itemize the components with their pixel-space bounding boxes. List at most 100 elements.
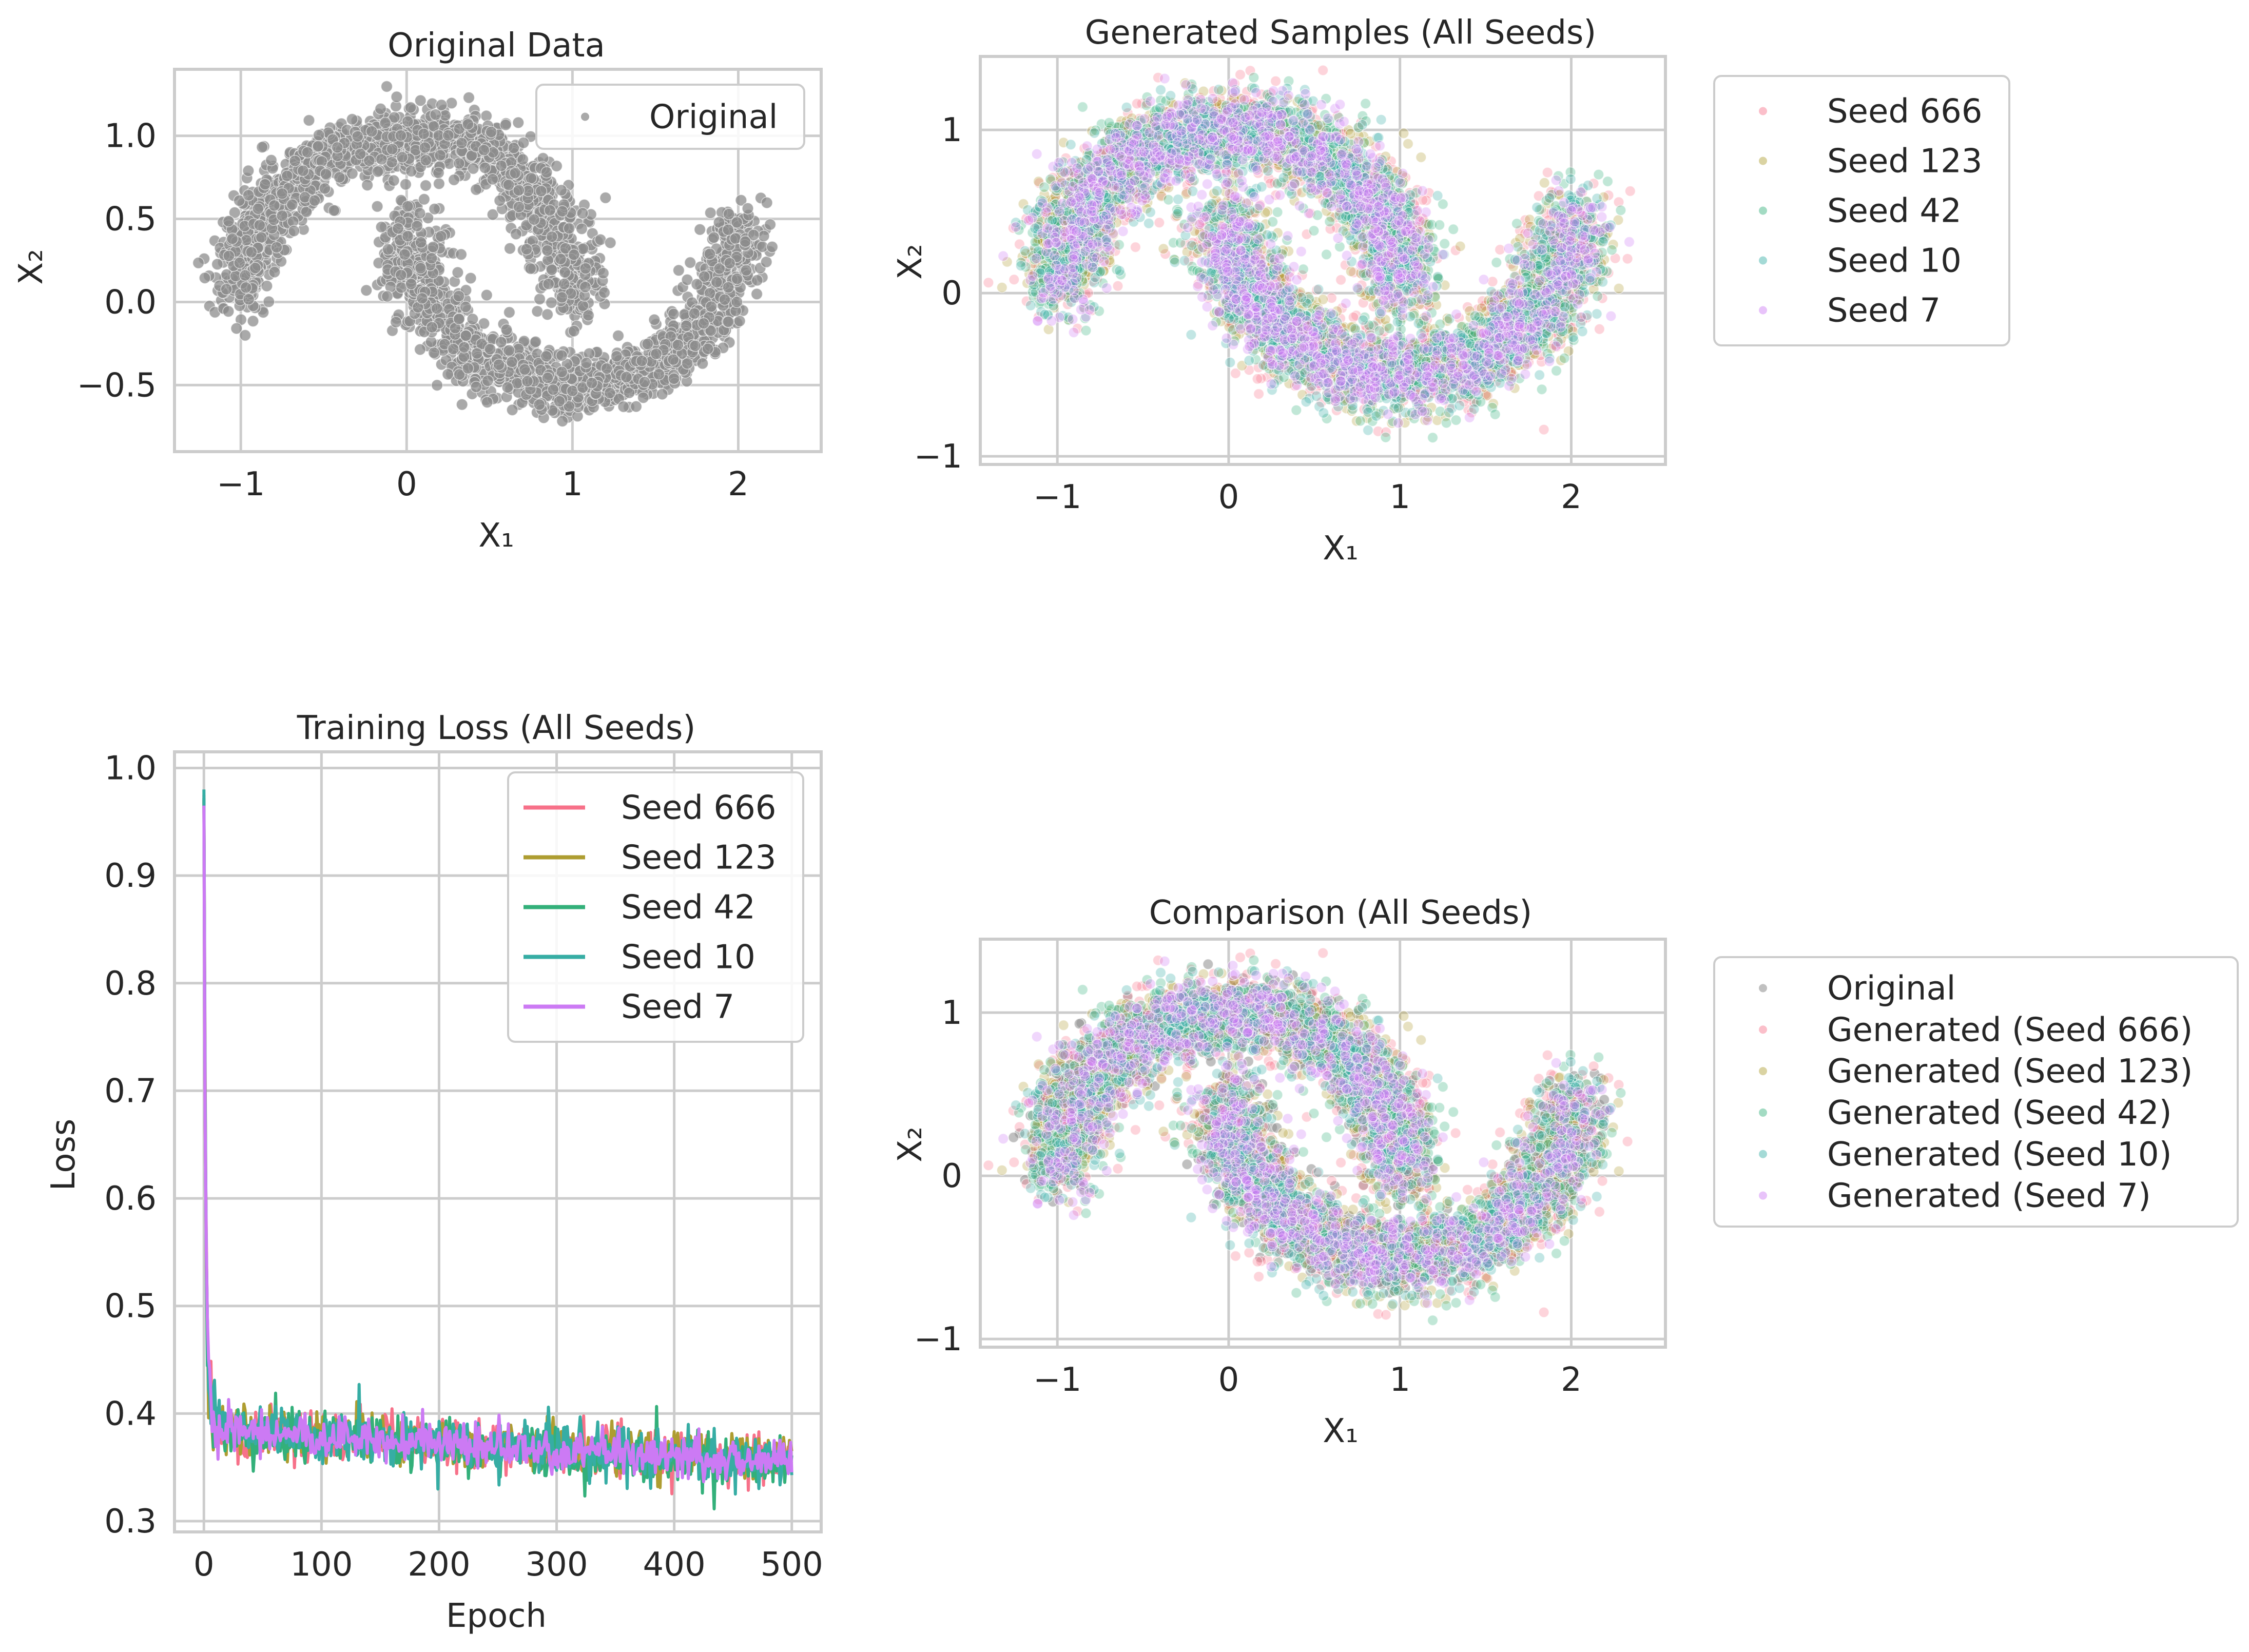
data-point [480,289,493,301]
data-point [470,183,482,196]
data-point [525,262,537,275]
data-point [308,194,321,207]
data-point [730,216,743,229]
data-point [667,307,680,320]
data-point [554,253,567,265]
data-point [710,276,723,288]
data-point [577,299,589,312]
data-point [501,381,514,394]
data-point [303,114,315,127]
data-point [461,362,474,375]
data-point [361,179,374,191]
data-point [354,148,366,160]
data-point [416,292,429,305]
data-point [256,141,268,153]
data-point [563,222,575,235]
data-point [456,398,468,411]
data-point [431,379,443,392]
data-point [650,347,663,360]
data-point [453,368,466,381]
data-point [555,365,568,378]
data-point [301,146,314,159]
data-point [693,223,706,236]
data-point [428,203,441,215]
data-point [586,377,598,389]
data-point [503,242,516,255]
data-point [401,200,414,212]
data-point [723,208,735,220]
data-point [192,257,205,269]
data-point [713,262,726,275]
data-point [506,356,518,368]
data-point [419,179,432,192]
data-point [499,119,512,131]
data-point [1594,323,1605,335]
data-point [249,262,262,274]
data-point [419,154,432,166]
data-point [390,316,402,328]
data-point [520,243,533,256]
data-point [462,91,475,104]
data-point [722,316,734,328]
data-point [242,165,255,177]
data-point [268,199,281,212]
data-point [680,320,692,332]
y-tick-label: 0.5 [104,201,157,239]
data-point [672,339,684,351]
data-point [740,264,752,277]
data-point [529,336,542,348]
data-point [485,126,497,138]
data-point [698,270,711,283]
data-point [480,110,493,122]
y-tick-label: 0.0 [104,283,157,321]
data-point [533,293,546,305]
y-tick-label: −0.5 [77,366,157,404]
data-point [758,230,770,242]
data-point [688,307,701,320]
data-point [1009,274,1020,285]
data-point [512,116,525,129]
data-point [381,290,394,303]
data-point [427,241,439,253]
data-point [391,90,403,103]
data-point [764,218,777,231]
panel-generated: Generated Samples (All Seeds) −1 0 1 2−101 … [891,14,2010,568]
data-point [401,115,414,128]
data-point [502,344,515,357]
data-point [546,263,558,276]
data-point [382,243,394,256]
data-point [320,168,332,180]
data-point [599,191,612,204]
data-point [1613,283,1624,294]
x-tick-label: −1 [217,465,265,503]
data-point [597,267,610,280]
data-point [761,197,773,209]
data-point [576,207,589,220]
data-point [401,230,414,243]
data-point [579,262,592,275]
data-point [556,415,569,427]
data-point [735,194,747,206]
data-point [453,290,465,302]
data-point [766,241,779,253]
data-point [983,277,994,288]
data-point [380,80,393,93]
y-tick-label: 0 [941,275,962,313]
x-tick-label: 2 [728,465,749,503]
data-point [399,178,412,190]
data-point [255,231,268,244]
data-point [425,321,438,334]
data-point [414,94,427,107]
data-point [1130,241,1141,253]
data-point [265,154,278,166]
data-point [528,213,540,226]
data-point [395,269,408,281]
data-point [684,256,696,269]
data-point [1622,253,1633,264]
data-point [503,306,516,319]
data-point [638,376,651,388]
y-tick-label: 1.0 [104,118,157,156]
data-point [696,357,709,370]
x-tick-label: 2 [1561,478,1582,516]
data-point [610,350,623,362]
